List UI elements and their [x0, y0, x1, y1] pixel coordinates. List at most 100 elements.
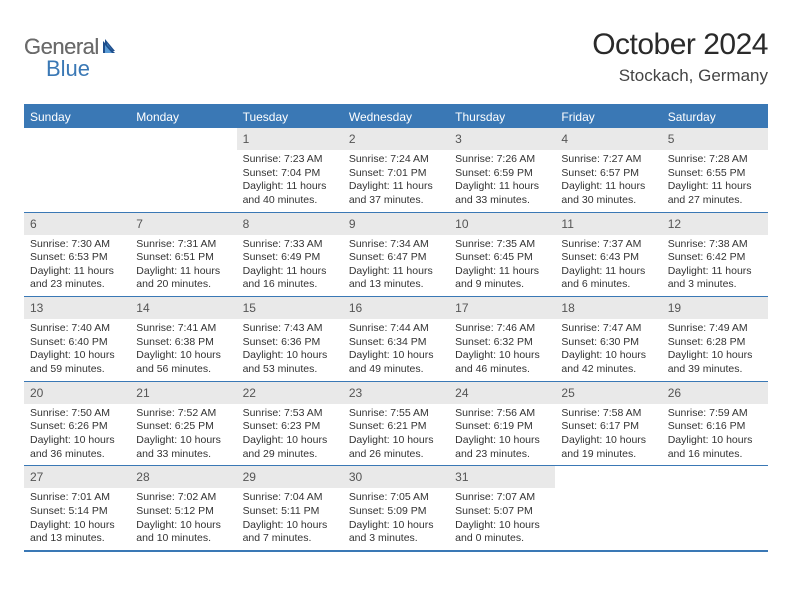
header: General General Blue October 2024 Stocka…: [24, 28, 768, 86]
daynum-bar: 17: [449, 297, 555, 319]
day-details: Sunrise: 7:24 AMSunset: 7:01 PMDaylight:…: [343, 150, 449, 212]
sunrise-text: Sunrise: 7:28 AM: [668, 153, 762, 167]
sunrise-text: Sunrise: 7:26 AM: [455, 153, 549, 167]
day-details: Sunrise: 7:26 AMSunset: 6:59 PMDaylight:…: [449, 150, 555, 212]
day-details: Sunrise: 7:07 AMSunset: 5:07 PMDaylight:…: [449, 488, 555, 550]
sunset-text: Sunset: 6:57 PM: [561, 167, 655, 181]
day-details: Sunrise: 7:35 AMSunset: 6:45 PMDaylight:…: [449, 235, 555, 297]
weekday-header: Tuesday: [237, 106, 343, 128]
calendar-cell: [24, 128, 130, 212]
daynum-bar: 28: [130, 466, 236, 488]
daynum-bar: 30: [343, 466, 449, 488]
daylight-text: Daylight: 10 hours and 29 minutes.: [243, 434, 337, 461]
sunrise-text: Sunrise: 7:44 AM: [349, 322, 443, 336]
sunrise-text: Sunrise: 7:49 AM: [668, 322, 762, 336]
sunset-text: Sunset: 6:28 PM: [668, 336, 762, 350]
location-label: Stockach, Germany: [592, 66, 768, 86]
daynum-bar: [24, 128, 130, 147]
day-details: Sunrise: 7:49 AMSunset: 6:28 PMDaylight:…: [662, 319, 768, 381]
daylight-text: Daylight: 10 hours and 59 minutes.: [30, 349, 124, 376]
day-number: 11: [561, 217, 573, 231]
sunset-text: Sunset: 7:01 PM: [349, 167, 443, 181]
daynum-bar: 2: [343, 128, 449, 150]
daynum-bar: 20: [24, 382, 130, 404]
daynum-bar: 19: [662, 297, 768, 319]
sunset-text: Sunset: 6:38 PM: [136, 336, 230, 350]
sunset-text: Sunset: 6:53 PM: [30, 251, 124, 265]
daylight-text: Daylight: 10 hours and 56 minutes.: [136, 349, 230, 376]
daynum-bar: 4: [555, 128, 661, 150]
sunset-text: Sunset: 5:14 PM: [30, 505, 124, 519]
calendar-cell: 28Sunrise: 7:02 AMSunset: 5:12 PMDayligh…: [130, 466, 236, 550]
daylight-text: Daylight: 10 hours and 19 minutes.: [561, 434, 655, 461]
day-details: Sunrise: 7:46 AMSunset: 6:32 PMDaylight:…: [449, 319, 555, 381]
calendar-cell: 3Sunrise: 7:26 AMSunset: 6:59 PMDaylight…: [449, 128, 555, 212]
calendar-cell: 11Sunrise: 7:37 AMSunset: 6:43 PMDayligh…: [555, 213, 661, 297]
daynum-bar: 24: [449, 382, 555, 404]
calendar-cell: 26Sunrise: 7:59 AMSunset: 6:16 PMDayligh…: [662, 382, 768, 466]
daynum-bar: 12: [662, 213, 768, 235]
logo-text-blue: Blue: [46, 56, 90, 82]
day-details: Sunrise: 7:59 AMSunset: 6:16 PMDaylight:…: [662, 404, 768, 466]
sunrise-text: Sunrise: 7:46 AM: [455, 322, 549, 336]
daynum-bar: 18: [555, 297, 661, 319]
daynum-bar: 9: [343, 213, 449, 235]
day-details: Sunrise: 7:28 AMSunset: 6:55 PMDaylight:…: [662, 150, 768, 212]
daynum-bar: 1: [237, 128, 343, 150]
day-number: 13: [30, 301, 43, 315]
day-details: Sunrise: 7:05 AMSunset: 5:09 PMDaylight:…: [343, 488, 449, 550]
day-details: Sunrise: 7:38 AMSunset: 6:42 PMDaylight:…: [662, 235, 768, 297]
calendar-cell: 24Sunrise: 7:56 AMSunset: 6:19 PMDayligh…: [449, 382, 555, 466]
day-details: Sunrise: 7:50 AMSunset: 6:26 PMDaylight:…: [24, 404, 130, 466]
sunrise-text: Sunrise: 7:31 AM: [136, 238, 230, 252]
sunrise-text: Sunrise: 7:43 AM: [243, 322, 337, 336]
daynum-bar: 5: [662, 128, 768, 150]
sunset-text: Sunset: 6:32 PM: [455, 336, 549, 350]
day-details: Sunrise: 7:44 AMSunset: 6:34 PMDaylight:…: [343, 319, 449, 381]
calendar-cell: 1Sunrise: 7:23 AMSunset: 7:04 PMDaylight…: [237, 128, 343, 212]
day-number: 2: [349, 132, 356, 146]
calendar-cell: 13 Sunrise: 7:40 AMSunset: 6:40 PMDayligh…: [24, 297, 130, 381]
daylight-text: Daylight: 10 hours and 33 minutes.: [136, 434, 230, 461]
sunrise-text: Sunrise: 7:01 AM: [30, 491, 124, 505]
day-details: Sunrise: 7:23 AMSunset: 7:04 PMDaylight:…: [237, 150, 343, 212]
daylight-text: Daylight: 10 hours and 46 minutes.: [455, 349, 549, 376]
day-number: 16: [349, 301, 362, 315]
daylight-text: Daylight: 10 hours and 3 minutes.: [349, 519, 443, 546]
day-number: 24: [455, 386, 468, 400]
calendar-cell: 30Sunrise: 7:05 AMSunset: 5:09 PMDayligh…: [343, 466, 449, 550]
calendar-cell: 7Sunrise: 7:31 AMSunset: 6:51 PMDaylight…: [130, 213, 236, 297]
daynum-bar: 22: [237, 382, 343, 404]
daylight-text: Daylight: 11 hours and 3 minutes.: [668, 265, 762, 292]
sunrise-text: Sunrise: 7:53 AM: [243, 407, 337, 421]
daylight-text: Daylight: 11 hours and 6 minutes.: [561, 265, 655, 292]
daylight-text: Daylight: 10 hours and 26 minutes.: [349, 434, 443, 461]
day-number: 9: [349, 217, 356, 231]
title-block: October 2024 Stockach, Germany: [592, 28, 768, 86]
daylight-text: Daylight: 11 hours and 40 minutes.: [243, 180, 337, 207]
daynum-bar: 11: [555, 213, 661, 235]
sunset-text: Sunset: 5:07 PM: [455, 505, 549, 519]
daylight-text: Daylight: 10 hours and 7 minutes.: [243, 519, 337, 546]
calendar-cell: 16 Sunrise: 7:44 AMSunset: 6:34 PMDayligh…: [343, 297, 449, 381]
daynum-bar: 13: [24, 297, 130, 319]
daylight-text: Daylight: 10 hours and 10 minutes.: [136, 519, 230, 546]
calendar-cell: [555, 466, 661, 550]
calendar-cell: 10Sunrise: 7:35 AMSunset: 6:45 PMDayligh…: [449, 213, 555, 297]
daynum-bar: 8: [237, 213, 343, 235]
day-details: Sunrise: 7:41 AMSunset: 6:38 PMDaylight:…: [130, 319, 236, 381]
day-number: 4: [561, 132, 568, 146]
day-number: 22: [243, 386, 256, 400]
day-details: Sunrise: 7:47 AMSunset: 6:30 PMDaylight:…: [555, 319, 661, 381]
sunset-text: Sunset: 5:09 PM: [349, 505, 443, 519]
day-number: 29: [243, 470, 256, 484]
daynum-bar: 27: [24, 466, 130, 488]
sunset-text: Sunset: 6:43 PM: [561, 251, 655, 265]
daylight-text: Daylight: 10 hours and 49 minutes.: [349, 349, 443, 376]
sunset-text: Sunset: 6:23 PM: [243, 420, 337, 434]
sunrise-text: Sunrise: 7:24 AM: [349, 153, 443, 167]
day-details: Sunrise: 7:40 AMSunset: 6:40 PMDaylight:…: [24, 319, 130, 381]
calendar-cell: 23Sunrise: 7:55 AMSunset: 6:21 PMDayligh…: [343, 382, 449, 466]
sunrise-text: Sunrise: 7:27 AM: [561, 153, 655, 167]
daynum-bar: 10: [449, 213, 555, 235]
